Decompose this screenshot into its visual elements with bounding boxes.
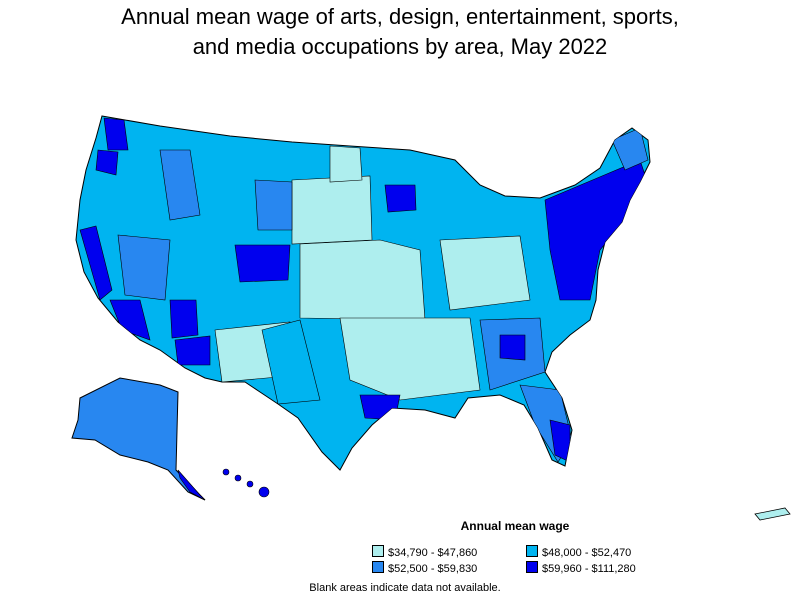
region-northern-plains xyxy=(291,175,373,245)
puerto-rico-shape xyxy=(754,507,791,521)
region-southern-california xyxy=(109,299,151,341)
hawaii-islands xyxy=(222,468,270,498)
alaska-shape xyxy=(71,377,206,501)
region-minneapolis xyxy=(384,184,417,213)
region-northeast-corridor xyxy=(544,159,650,301)
region-nevada xyxy=(117,234,171,301)
legend-item-4: $59,960 - $111,280 xyxy=(526,561,636,575)
map-title-line-1: Annual mean wage of arts, design, entert… xyxy=(121,4,679,29)
region-appalachia xyxy=(439,235,531,311)
legend-swatch-2 xyxy=(526,545,538,557)
region-idaho xyxy=(159,149,201,221)
region-seattle xyxy=(103,117,129,151)
legend-item-3: $52,500 - $59,830 xyxy=(372,561,477,575)
map-title-line-2: and media occupations by area, May 2022 xyxy=(192,34,608,59)
legend-label-2: $48,000 - $52,470 xyxy=(542,547,632,559)
footnote: Blank areas indicate data not available. xyxy=(309,582,501,594)
legend-item-1: $34,790 - $47,860 xyxy=(372,545,477,559)
region-arizona-phoenix xyxy=(169,299,199,339)
legend-swatch-1 xyxy=(372,545,384,557)
region-south-central xyxy=(339,317,481,401)
legend-item-2: $48,000 - $52,470 xyxy=(526,545,631,559)
legend-swatch-3 xyxy=(372,561,384,573)
alaska-region-southeast xyxy=(177,469,206,501)
area-regions xyxy=(79,117,650,463)
region-central-plains xyxy=(299,239,426,321)
region-northern-maine xyxy=(611,127,649,171)
region-texas-houston xyxy=(359,394,401,421)
region-colorado-denver xyxy=(234,244,291,283)
region-california-coast xyxy=(79,225,113,301)
region-upper-midwest xyxy=(329,145,363,183)
legend-label-3: $52,500 - $59,830 xyxy=(388,563,478,575)
legend-swatch-4 xyxy=(526,561,538,573)
region-portland xyxy=(95,149,119,176)
region-west-texas xyxy=(261,319,321,405)
legend-title: Annual mean wage xyxy=(460,519,570,533)
legend-label-1: $34,790 - $47,860 xyxy=(388,547,478,559)
map-title: Annual mean wage of arts, design, entert… xyxy=(0,2,800,62)
region-atlanta xyxy=(499,334,526,361)
region-new-mexico xyxy=(174,335,211,366)
region-wyoming-east xyxy=(254,179,293,231)
legend-label-4: $59,960 - $111,280 xyxy=(542,563,636,575)
